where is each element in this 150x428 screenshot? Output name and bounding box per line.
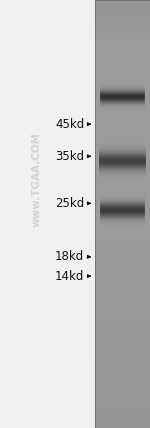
Text: 18kd: 18kd [55, 250, 84, 263]
Text: 25kd: 25kd [55, 197, 84, 210]
Text: 35kd: 35kd [55, 150, 84, 163]
Bar [95, 0, 150, 428]
Text: 45kd: 45kd [55, 118, 84, 131]
Text: 14kd: 14kd [55, 270, 84, 282]
Text: www.TGAA.COM: www.TGAA.COM [31, 132, 41, 227]
